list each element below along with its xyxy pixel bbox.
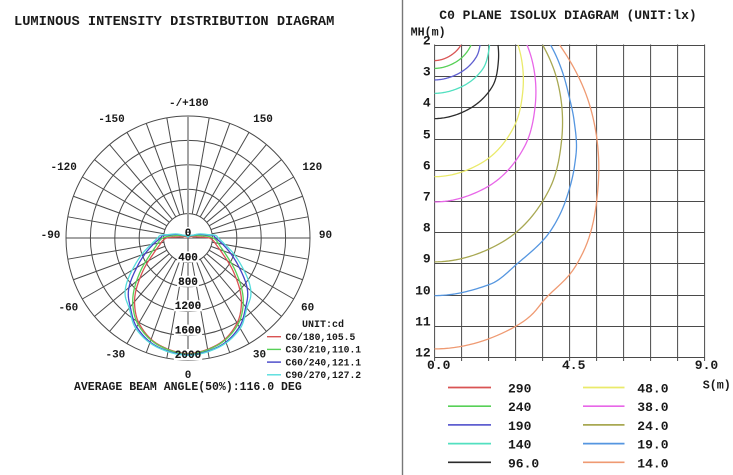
svg-text:48.0: 48.0 — [637, 382, 668, 397]
svg-text:-120: -120 — [50, 162, 76, 174]
svg-text:30: 30 — [253, 349, 266, 361]
svg-text:5: 5 — [423, 128, 431, 143]
svg-text:10: 10 — [415, 284, 431, 299]
svg-text:38.0: 38.0 — [637, 400, 668, 415]
svg-text:C0 PLANE ISOLUX DIAGRAM (UNIT:: C0 PLANE ISOLUX DIAGRAM (UNIT:lx) — [439, 8, 696, 23]
svg-text:C0/180,105.5: C0/180,105.5 — [286, 332, 356, 343]
svg-text:C90/270,127.2: C90/270,127.2 — [286, 370, 362, 381]
svg-text:400: 400 — [178, 252, 198, 264]
svg-text:1200: 1200 — [175, 301, 201, 313]
svg-text:14.0: 14.0 — [637, 456, 668, 471]
svg-text:1600: 1600 — [175, 326, 201, 338]
svg-text:90: 90 — [319, 230, 332, 242]
svg-text:S(m): S(m) — [703, 379, 731, 393]
svg-text:UNIT:cd: UNIT:cd — [302, 319, 344, 331]
svg-text:140: 140 — [508, 438, 532, 453]
svg-text:2000: 2000 — [175, 350, 201, 362]
svg-text:8: 8 — [423, 221, 431, 236]
svg-text:290: 290 — [508, 382, 532, 397]
svg-text:4: 4 — [423, 96, 431, 111]
svg-text:-/+180: -/+180 — [169, 98, 209, 110]
svg-text:1600: 1600 — [175, 326, 201, 338]
svg-text:9.0: 9.0 — [695, 358, 719, 373]
svg-text:60: 60 — [301, 303, 314, 315]
svg-text:MH(m): MH(m) — [411, 25, 446, 39]
svg-text:800: 800 — [178, 277, 198, 289]
svg-text:240: 240 — [508, 400, 532, 415]
svg-text:19.0: 19.0 — [637, 438, 668, 453]
svg-text:4.5: 4.5 — [562, 358, 586, 373]
svg-text:6: 6 — [423, 159, 431, 174]
svg-text:190: 190 — [508, 419, 532, 434]
svg-text:800: 800 — [178, 277, 198, 289]
svg-text:-60: -60 — [58, 303, 78, 315]
svg-text:7: 7 — [423, 190, 431, 205]
svg-text:LUMINOUS INTENSITY DISTRIBUTIO: LUMINOUS INTENSITY DISTRIBUTION DIAGRAM — [14, 15, 334, 30]
svg-text:24.0: 24.0 — [637, 419, 668, 434]
svg-text:9: 9 — [423, 252, 431, 267]
svg-text:400: 400 — [178, 252, 198, 264]
svg-text:C60/240,121.1: C60/240,121.1 — [286, 357, 362, 368]
svg-text:11: 11 — [415, 315, 431, 330]
svg-text:-30: -30 — [105, 349, 125, 361]
svg-text:0: 0 — [185, 228, 192, 240]
svg-text:0: 0 — [185, 228, 192, 240]
svg-text:0.0: 0.0 — [427, 358, 451, 373]
svg-text:AVERAGE BEAM ANGLE(50%):116.0: AVERAGE BEAM ANGLE(50%):116.0 DEG — [74, 381, 302, 394]
svg-text:120: 120 — [302, 162, 322, 174]
svg-text:3: 3 — [423, 65, 431, 80]
svg-text:-90: -90 — [41, 230, 61, 242]
svg-text:2: 2 — [423, 34, 431, 49]
svg-text:12: 12 — [415, 346, 431, 361]
svg-text:150: 150 — [253, 114, 273, 126]
svg-text:C30/210,110.1: C30/210,110.1 — [286, 345, 362, 356]
svg-text:-150: -150 — [98, 114, 124, 126]
svg-text:96.0: 96.0 — [508, 456, 539, 471]
svg-text:1200: 1200 — [175, 301, 201, 313]
svg-text:0: 0 — [185, 370, 192, 382]
